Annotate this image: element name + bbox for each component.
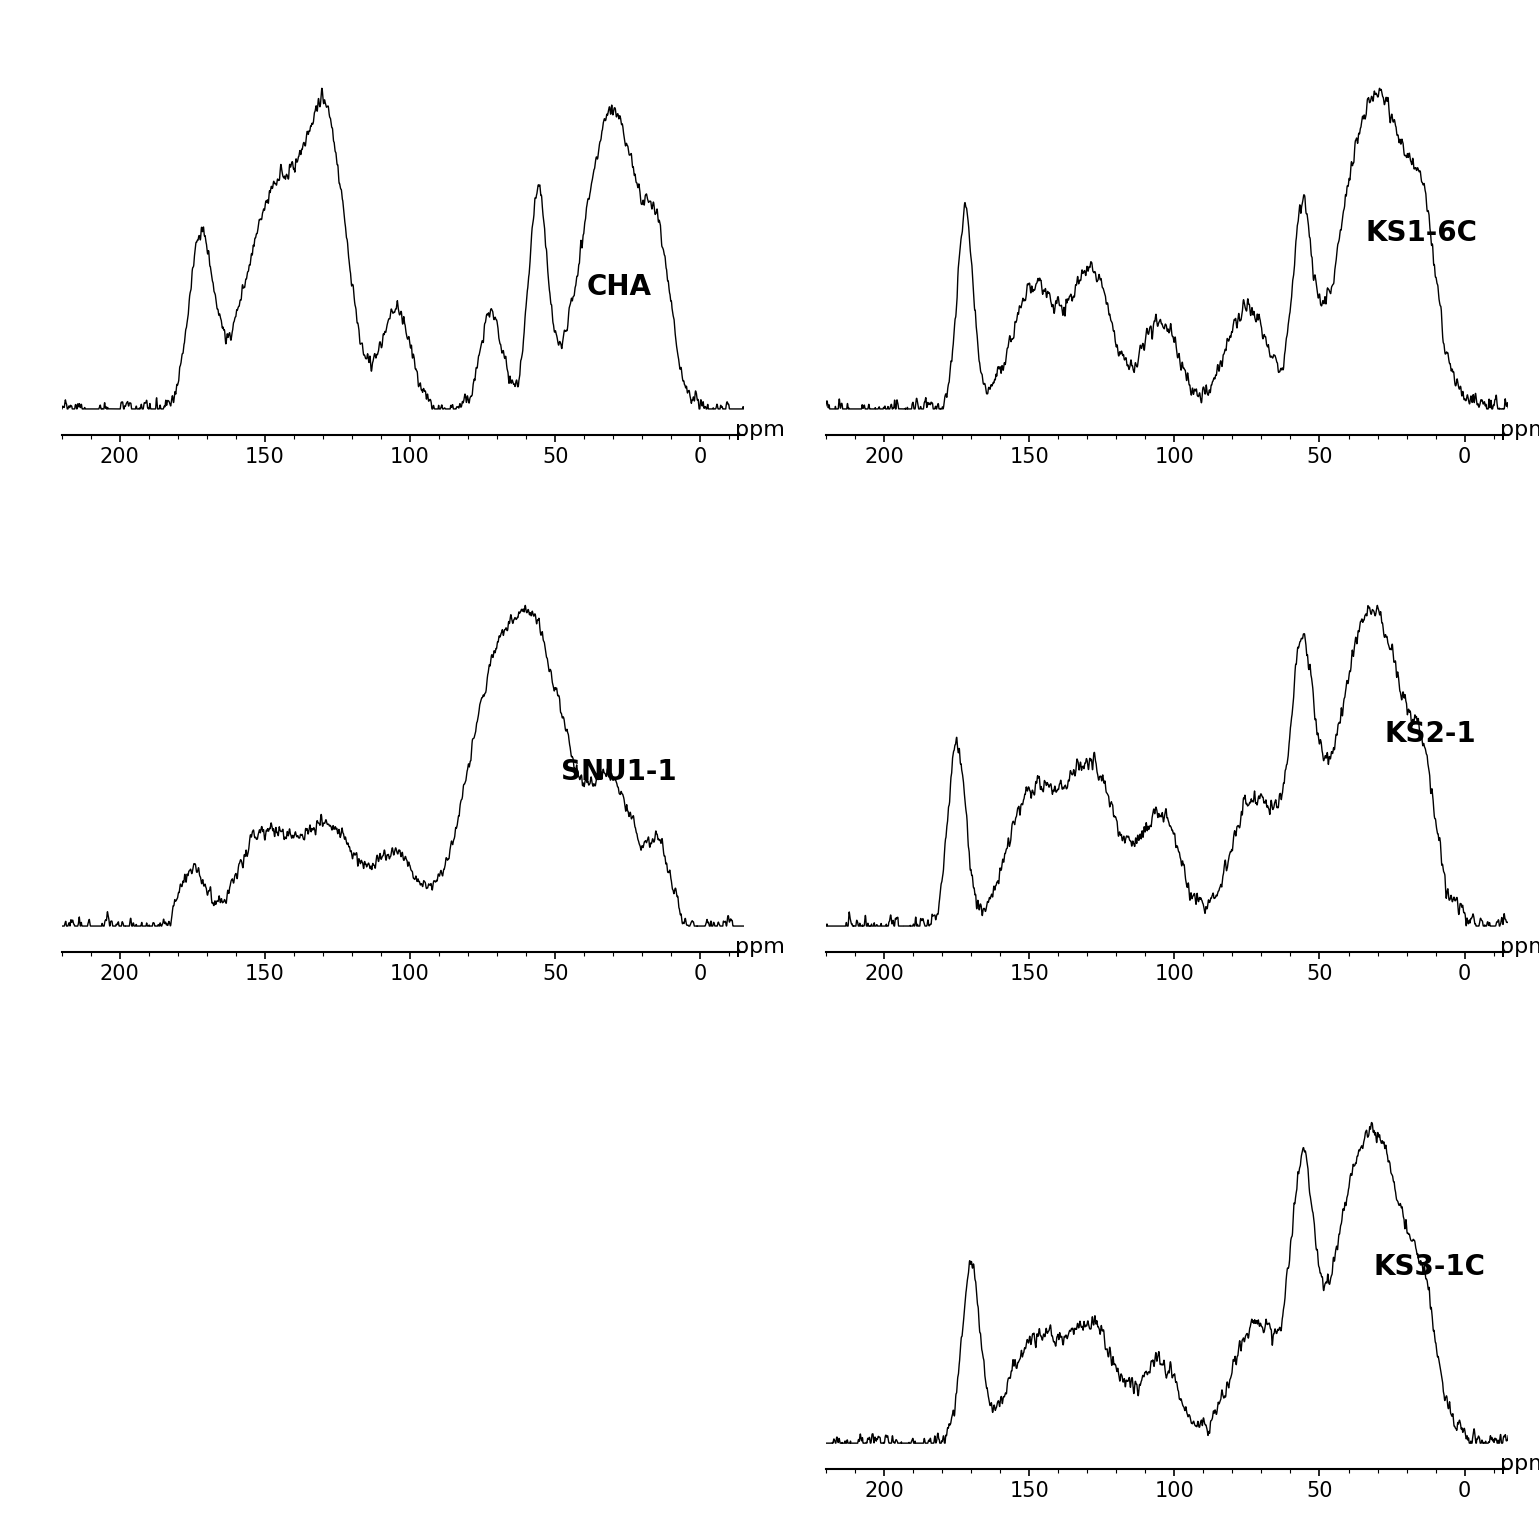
- Text: KS3-1C: KS3-1C: [1374, 1253, 1485, 1281]
- Text: CHA: CHA: [586, 272, 651, 301]
- Text: SNU1-1: SNU1-1: [562, 759, 677, 786]
- Text: KS1-6C: KS1-6C: [1365, 219, 1477, 246]
- Text: ppm: ppm: [1499, 419, 1539, 439]
- Text: ppm: ppm: [736, 419, 785, 439]
- Text: ppm: ppm: [736, 936, 785, 956]
- Text: ppm: ppm: [1499, 936, 1539, 956]
- Text: ppm: ppm: [1499, 1454, 1539, 1473]
- Text: KS2-1: KS2-1: [1384, 719, 1476, 748]
